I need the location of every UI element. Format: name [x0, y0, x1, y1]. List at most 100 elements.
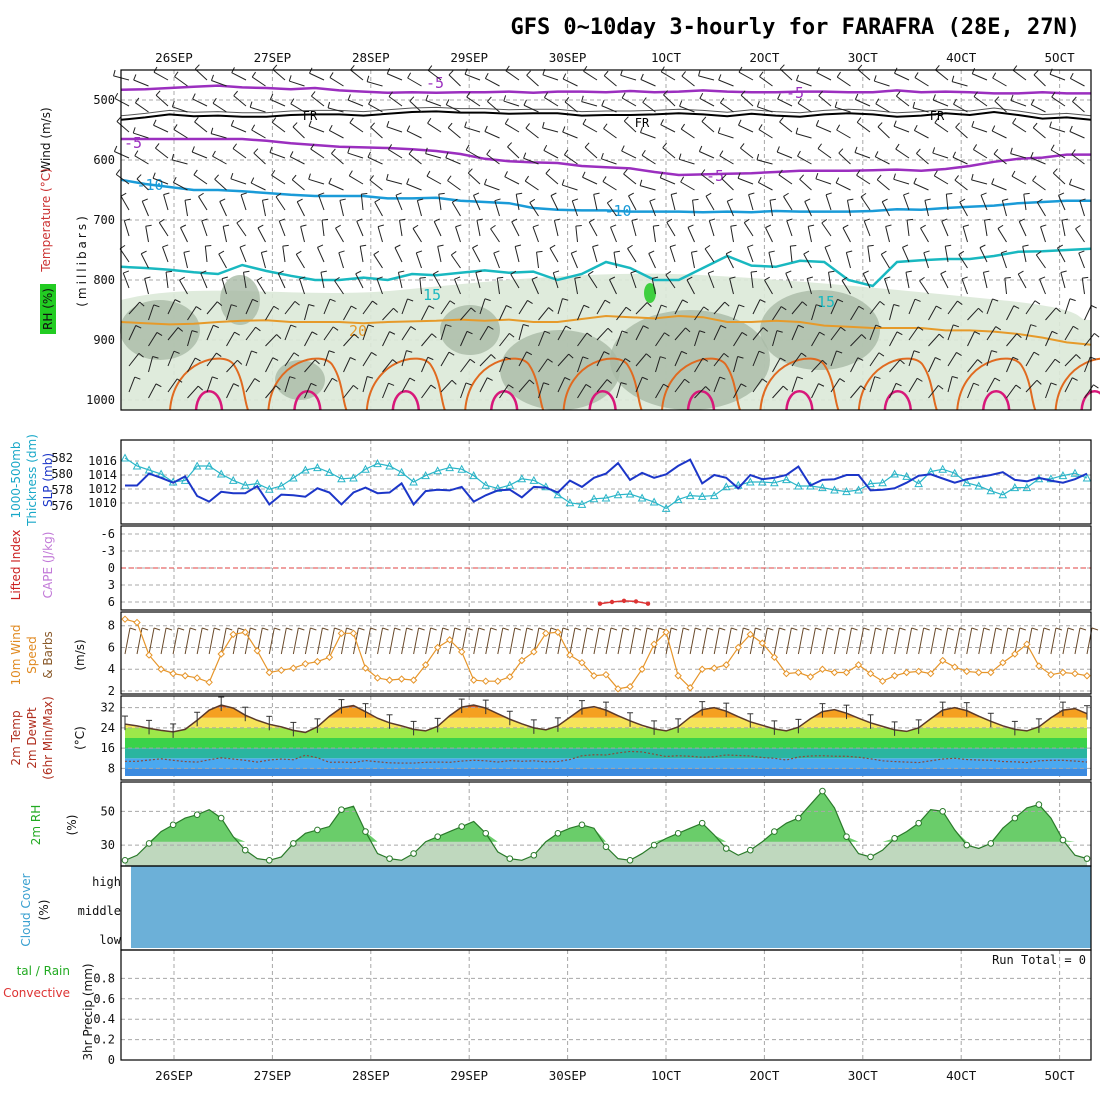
- wind-barb-flag: [952, 376, 959, 379]
- wind-barb-flag: [465, 382, 472, 386]
- wind10m-barb-flag: [1043, 627, 1051, 631]
- thickness-point: [445, 463, 455, 472]
- rh2m-unit: (%): [65, 815, 79, 836]
- wind10m-barb-flag: [1067, 627, 1075, 631]
- wind10m-barb: [1038, 627, 1045, 655]
- wind-barb: [1078, 252, 1085, 269]
- wind-barb-flag: [289, 151, 294, 157]
- thickness-point: [649, 497, 659, 506]
- wind-barb: [601, 158, 617, 165]
- wind-barb-flag: [765, 224, 772, 229]
- wind10m-point: [926, 669, 935, 678]
- wind-barb-flag: [1049, 121, 1052, 128]
- wind-barb: [373, 254, 383, 269]
- wind-barb: [789, 246, 793, 263]
- wind-barb: [538, 382, 544, 399]
- wind-barb: [905, 272, 910, 289]
- wind-barb-flag: [141, 250, 147, 255]
- wind10m-barb: [870, 627, 877, 655]
- wind-barb: [701, 121, 715, 133]
- wind-barb-flag: [272, 64, 278, 70]
- wind-barb-flag: [484, 298, 491, 302]
- wind-barb: [947, 352, 957, 367]
- wind-barb: [621, 150, 637, 159]
- wind-barb: [335, 227, 344, 243]
- thickness-point: [433, 466, 442, 475]
- wind-barb: [350, 69, 364, 81]
- rh2m-point: [698, 819, 706, 827]
- wind-barb-flag: [798, 324, 804, 329]
- panel-frame: [120, 439, 1092, 525]
- wind-barb: [764, 279, 773, 295]
- wind-barb: [114, 98, 130, 107]
- wind-barb: [804, 201, 812, 217]
- wind-barb-flag: [386, 173, 389, 180]
- li-tick: 6: [108, 595, 115, 609]
- panel-frame: [120, 695, 1092, 781]
- wind-barb-flag: [758, 350, 765, 354]
- wind10m-barb: [894, 627, 901, 655]
- thickness-point: [661, 503, 671, 512]
- wind10m-barb: [377, 627, 384, 655]
- wind-barb: [958, 254, 968, 269]
- wind-barb: [1032, 180, 1046, 191]
- rh2m-point: [1011, 814, 1019, 822]
- wind-barb: [304, 304, 310, 321]
- precip-tick: 0.8: [93, 971, 115, 985]
- wind-barb: [221, 278, 227, 295]
- wind-barb-flag: [699, 92, 704, 99]
- wind-barb-flag: [861, 334, 867, 340]
- wind-barb: [343, 385, 354, 399]
- wind-barb-flag: [641, 149, 646, 156]
- wind-barb: [705, 195, 715, 211]
- wind10m-barb: [689, 627, 696, 655]
- wind-barb: [967, 331, 975, 347]
- wind-barb: [412, 228, 422, 243]
- thickness-point: [938, 464, 948, 473]
- wind-barb: [670, 194, 676, 211]
- wind-barb-flag: [487, 96, 492, 102]
- wind-barb: [1079, 200, 1085, 217]
- wind-barb: [997, 228, 1007, 243]
- wind-barb: [284, 376, 291, 393]
- wind-barb: [1072, 101, 1085, 113]
- wind-barb-flag: [780, 306, 787, 311]
- wind-barb-flag: [741, 332, 748, 337]
- wind-barb-flag: [156, 332, 163, 337]
- wind-barb: [427, 122, 442, 133]
- wind-barb: [616, 306, 627, 321]
- wind-barb-flag: [1030, 99, 1035, 105]
- wind-barb: [631, 220, 637, 237]
- wind-barb-flag: [445, 152, 449, 158]
- wind10m-barb: [978, 627, 985, 655]
- wind-barb-flag: [347, 147, 351, 154]
- wind-barb-flag: [839, 378, 846, 383]
- thickness-point: [601, 493, 611, 502]
- wind-barb-flag: [240, 192, 247, 196]
- wind10m-point: [397, 675, 406, 683]
- wind-barb: [967, 359, 978, 373]
- wind10m-point: [1023, 640, 1031, 648]
- wind-barb: [144, 278, 149, 295]
- wind10m-barb-flag: [370, 627, 377, 631]
- wind-barb-flag: [905, 270, 912, 273]
- wind10m-barb-flag: [851, 627, 858, 631]
- wind-barb-flag: [271, 169, 276, 176]
- wind-barb: [893, 178, 910, 185]
- wind-barb-flag: [705, 192, 712, 197]
- wind-barb-flag: [516, 192, 523, 195]
- wind10m-barb-flag: [322, 627, 329, 631]
- wind-barb: [518, 300, 528, 315]
- wind-barb-flag: [623, 116, 629, 122]
- wind10m-point: [1059, 668, 1067, 677]
- wind-barb: [198, 196, 208, 211]
- wind-barb-flag: [934, 117, 939, 124]
- wind10m-point: [951, 663, 959, 671]
- wind-barb: [479, 354, 492, 367]
- wind-barb: [1045, 358, 1056, 373]
- wind10m-point: [854, 661, 863, 669]
- wind-barb: [628, 195, 637, 211]
- wind-barb: [338, 252, 344, 269]
- wind-barb-flag: [249, 101, 253, 108]
